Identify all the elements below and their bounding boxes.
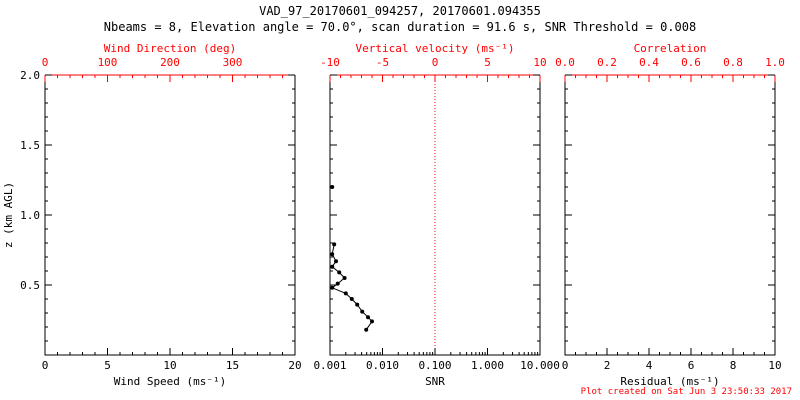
snr-profile-point <box>334 259 338 264</box>
z-tick-label: 1.0 <box>20 209 40 222</box>
wind-speed-panel-frame <box>44 75 296 356</box>
z-tick-label: 1.5 <box>20 139 40 152</box>
residual-panel-top-tick-label: 0.6 <box>681 56 701 69</box>
wind-speed-panel-x-tick-label: 10 <box>163 359 176 372</box>
snr-profile-point <box>364 327 369 332</box>
residual-panel-top-tick-label: 0.0 <box>555 56 575 69</box>
snr-profile-point <box>330 264 335 269</box>
wind-speed-panel-x-tick-label: 20 <box>288 359 301 372</box>
snr-panel-top-tick-label: 0 <box>432 56 439 69</box>
wind-speed-panel-top-tick-label: 300 <box>223 56 243 69</box>
plot-subtitle: Nbeams = 8, Elevation angle = 70.0°, sca… <box>104 20 696 34</box>
snr-panel-x-tick-label: 0.100 <box>418 359 451 372</box>
residual-panel-top-tick-label: 0.8 <box>723 56 743 69</box>
snr-profile-point <box>332 242 337 247</box>
z-axis-title: z (km AGL) <box>2 182 15 248</box>
snr-profile-point <box>335 281 340 286</box>
snr-panel-top-tick-label: 10 <box>533 56 546 69</box>
correlation-axis-title: Correlation <box>634 42 707 55</box>
snr-profile-point <box>330 185 335 189</box>
residual-panel-x-tick-label: 0 <box>562 359 569 372</box>
snr-profile-point <box>330 252 335 257</box>
residual-panel-frame <box>564 75 776 356</box>
wind-speed-panel-top-tick-label: 100 <box>98 56 118 69</box>
wind-speed-panel-x-tick-label: 0 <box>42 359 49 372</box>
residual-panel-x-tick-label: 6 <box>688 359 695 372</box>
residual-panel-top-tick-label: 0.2 <box>597 56 617 69</box>
residual-panel-x-tick-label: 2 <box>604 359 611 372</box>
residual-panel-top-tick-label: 1.0 <box>765 56 785 69</box>
z-tick-label: 2.0 <box>20 69 40 82</box>
snr-profile-point <box>366 315 370 320</box>
plot-created-timestamp: Plot created on Sat Jun 3 23:50:33 2017 <box>581 387 792 397</box>
plot-title: VAD_97_20170601_094257, 20170601.094355 <box>259 4 541 18</box>
residual-panel-x-tick-label: 8 <box>730 359 737 372</box>
snr-profile-point <box>343 291 348 296</box>
snr-panel-top-tick-label: 5 <box>484 56 491 69</box>
snr-panel-top-tick-label: -10 <box>320 56 340 69</box>
snr-axis-title: SNR <box>425 375 445 388</box>
snr-profile-point <box>355 302 360 307</box>
snr-profile-point <box>370 319 374 324</box>
snr-panel-x-tick-label: 1.000 <box>471 359 504 372</box>
snr-panel-x-tick-label: 0.010 <box>366 359 399 372</box>
wind-direction-axis-title: Wind Direction (deg) <box>104 42 236 55</box>
snr-panel-x-tick-label: 10.000 <box>520 359 560 372</box>
residual-panel-top-tick-label: 0.4 <box>639 56 659 69</box>
wind-speed-panel-top-tick-label: 0 <box>42 56 49 69</box>
wind-speed-panel-x-tick-label: 5 <box>104 359 111 372</box>
snr-profile-point <box>360 309 365 314</box>
residual-axis-title: Residual (ms⁻¹) <box>620 375 719 388</box>
snr-profile-point <box>342 276 347 280</box>
wind-speed-panel-top-tick-label: 200 <box>160 56 180 69</box>
z-tick-label: 0.5 <box>20 279 40 292</box>
snr-profile-point <box>349 297 354 301</box>
vertical-velocity-axis-title: Vertical velocity (ms⁻¹) <box>356 42 515 55</box>
wind-speed-panel-x-tick-label: 15 <box>226 359 239 372</box>
snr-profile-point <box>330 285 335 290</box>
residual-panel-x-tick-label: 10 <box>768 359 781 372</box>
snr-panel-x-tick-label: 0.001 <box>313 359 346 372</box>
wind-speed-axis-title: Wind Speed (ms⁻¹) <box>114 375 227 388</box>
snr-profile-point <box>337 270 342 275</box>
residual-panel-x-tick-label: 4 <box>646 359 653 372</box>
snr-panel-top-tick-label: -5 <box>376 56 389 69</box>
